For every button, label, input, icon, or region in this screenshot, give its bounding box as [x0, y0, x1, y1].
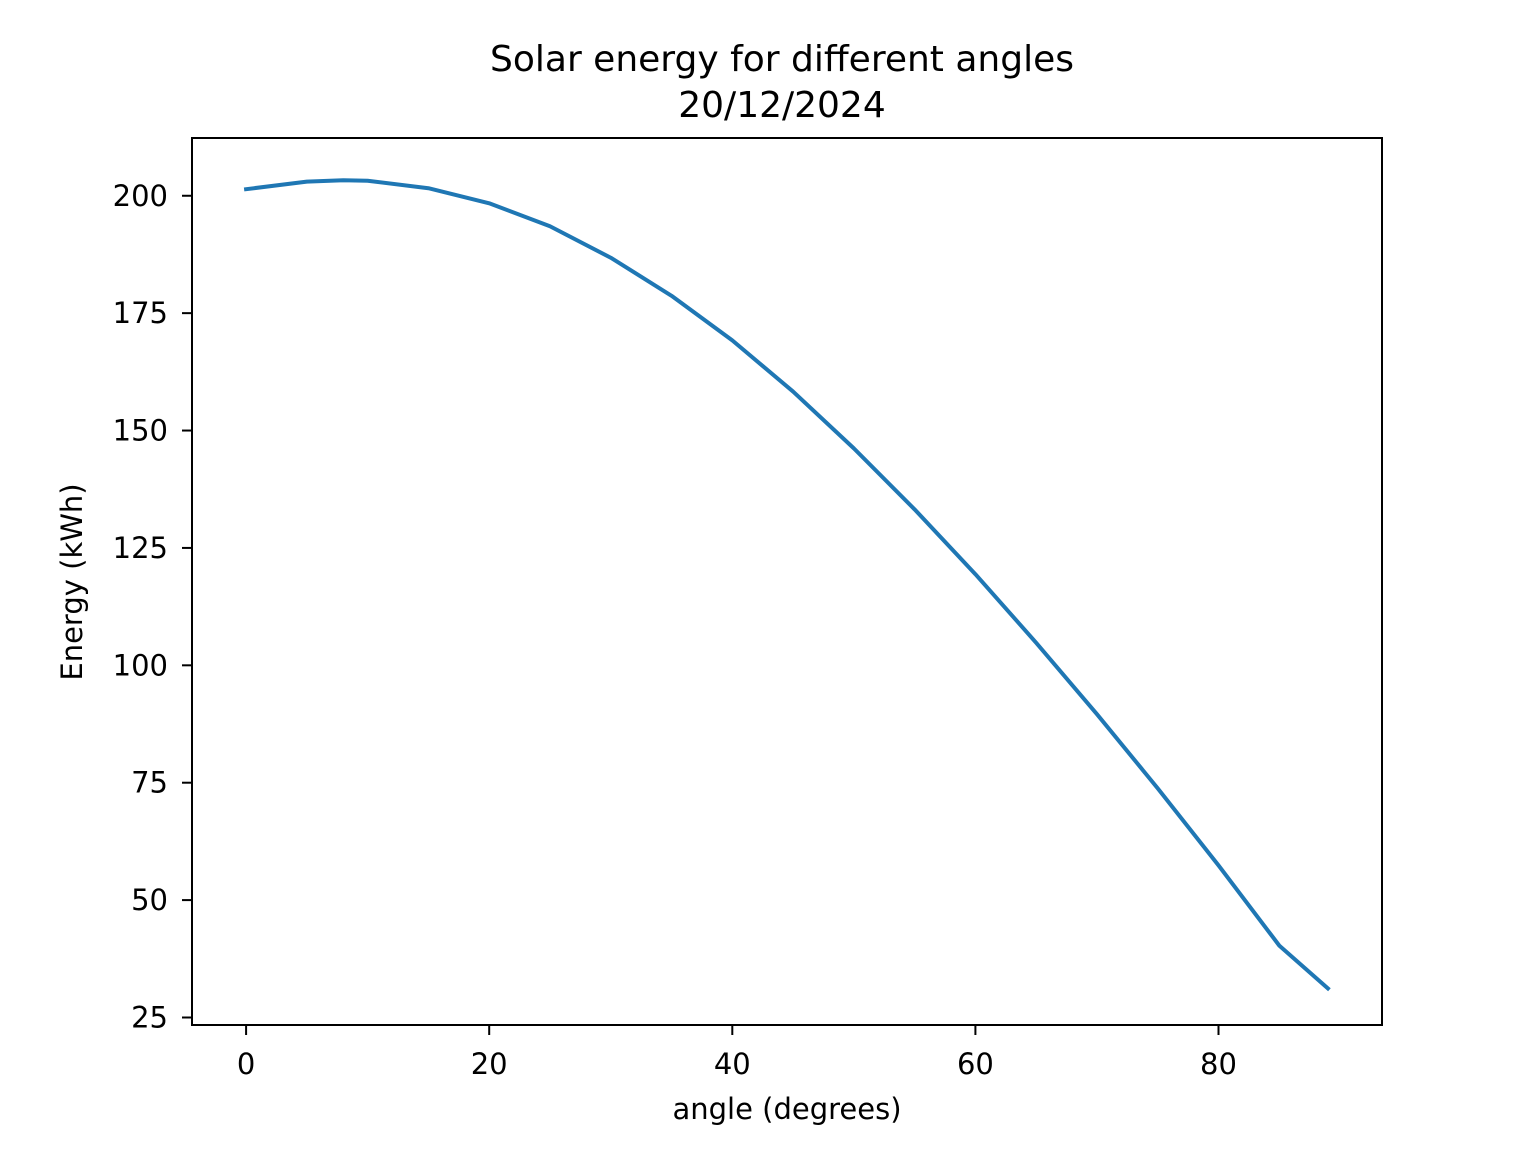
x-axis-label: angle (degrees) [672, 1092, 901, 1126]
x-tick-label: 20 [471, 1047, 508, 1081]
x-tick-label: 80 [1200, 1047, 1237, 1081]
x-tick-label: 60 [957, 1047, 994, 1081]
chart-title: Solar energy for different angles [490, 39, 1074, 80]
y-tick-label: 50 [131, 883, 168, 917]
y-tick-label: 150 [113, 414, 168, 448]
y-tick-label: 175 [113, 296, 168, 330]
series-line-0 [243, 178, 1331, 992]
axes-frame [191, 137, 1383, 1026]
y-tick-label: 75 [131, 766, 168, 800]
plot-area [243, 178, 1331, 992]
x-tick-label: 40 [714, 1047, 751, 1081]
y-tick-label: 25 [131, 1000, 168, 1034]
x-tick-label: 0 [237, 1047, 255, 1081]
chart-subtitle: 20/12/2024 [678, 85, 886, 126]
y-tick-label: 100 [113, 648, 168, 682]
y-tick-label: 125 [113, 531, 168, 565]
axis-ticks: 0 20 40 60 80 25 50 75 100 125 150 175 200 [113, 179, 1237, 1081]
y-tick-label: 200 [113, 179, 168, 213]
y-axis-label: Energy (kWh) [55, 483, 89, 680]
